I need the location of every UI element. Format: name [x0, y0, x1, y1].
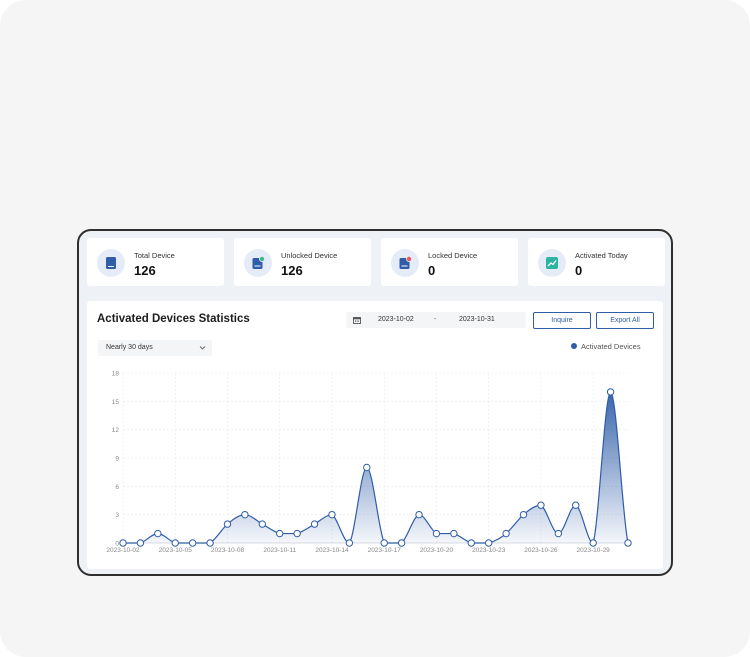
data-point[interactable]: [380, 539, 388, 547]
series-area: [123, 391, 628, 543]
stat-value: 126: [281, 263, 303, 278]
data-point[interactable]: [519, 510, 528, 519]
x-tick-label: 2023-10-23: [472, 547, 506, 554]
data-point[interactable]: [345, 539, 354, 547]
stat-label: Activated Today: [575, 251, 628, 260]
data-point[interactable]: [293, 529, 301, 538]
stat-card-unlocked-device: Unlocked Device 126: [234, 238, 371, 286]
data-point[interactable]: [450, 529, 458, 538]
data-point[interactable]: [415, 510, 423, 519]
date-range-picker[interactable]: 2023-10-02 - 2023-10-31: [346, 312, 526, 328]
y-tick-label: 9: [115, 456, 119, 463]
data-point[interactable]: [397, 539, 406, 547]
y-tick-label: 18: [112, 371, 120, 378]
data-point[interactable]: [223, 520, 232, 528]
stat-card-activated-today: Activated Today 0: [528, 238, 665, 286]
panel-title: Activated Devices Statistics: [97, 313, 250, 325]
y-tick-label: 6: [115, 484, 119, 491]
data-point[interactable]: [554, 529, 563, 538]
x-tick-label: 2023-10-05: [159, 547, 193, 554]
data-point[interactable]: [537, 501, 545, 509]
data-point[interactable]: [363, 463, 371, 472]
inquire-button[interactable]: Inquire: [533, 312, 591, 329]
device-frame: Total Device 126 Unlocked Device 126 Loc…: [77, 229, 673, 576]
stat-value: 0: [575, 263, 583, 278]
data-point[interactable]: [467, 539, 475, 547]
x-tick-label: 2023-10-20: [420, 547, 454, 554]
period-select-value: Nearly 30 days: [106, 344, 153, 351]
trend-icon: [538, 249, 566, 277]
x-tick-label: 2023-10-26: [524, 547, 558, 554]
date-separator: -: [434, 316, 437, 323]
data-point[interactable]: [432, 529, 441, 538]
data-point[interactable]: [136, 539, 145, 547]
y-tick-label: 0: [115, 541, 119, 548]
unlocked-device-icon: [244, 249, 272, 277]
stat-label: Total Device: [134, 251, 175, 260]
data-point[interactable]: [276, 529, 284, 538]
data-point[interactable]: [119, 539, 127, 547]
data-point[interactable]: [206, 539, 214, 547]
data-point[interactable]: [154, 529, 162, 538]
x-tick-label: 2023-10-11: [263, 547, 296, 554]
data-point[interactable]: [624, 539, 632, 547]
x-tick-label: 2023-10-17: [368, 547, 402, 554]
x-tick-label: 2023-10-14: [315, 547, 349, 554]
data-point[interactable]: [310, 520, 319, 528]
chevron-down-icon: [199, 346, 206, 350]
stat-card-total-device: Total Device 126: [87, 238, 224, 286]
data-point[interactable]: [171, 539, 179, 547]
data-point[interactable]: [572, 501, 580, 509]
export-all-button[interactable]: Export All: [596, 312, 654, 329]
statistics-panel: Activated Devices Statistics 2023-10-02 …: [87, 301, 663, 569]
calendar-icon: [353, 317, 361, 324]
stat-value: 0: [428, 263, 436, 278]
x-tick-label: 2023-10-08: [211, 547, 245, 554]
locked-device-icon: [391, 249, 419, 277]
stat-card-locked-device: Locked Device 0: [381, 238, 518, 286]
data-point[interactable]: [258, 520, 267, 528]
legend-label: Activated Devices: [581, 342, 641, 351]
data-point[interactable]: [328, 510, 336, 519]
y-tick-label: 15: [112, 399, 120, 406]
stat-value: 126: [134, 263, 156, 278]
y-tick-label: 12: [112, 427, 120, 434]
data-point[interactable]: [589, 539, 597, 547]
data-point[interactable]: [484, 539, 493, 547]
start-date[interactable]: 2023-10-02: [378, 316, 414, 323]
data-point[interactable]: [188, 539, 197, 547]
x-tick-label: 2023-10-02: [106, 547, 140, 554]
data-point[interactable]: [502, 529, 510, 538]
stat-label: Locked Device: [428, 251, 478, 260]
y-tick-label: 3: [115, 512, 119, 519]
activated-devices-chart: 0 3 6 9 12 15 18 2023-10-02 2023-10-05 2023-10-08…: [106, 371, 632, 554]
data-point[interactable]: [241, 510, 249, 519]
period-select[interactable]: Nearly 30 days: [98, 340, 212, 356]
x-tick-label: 2023-10-29: [577, 547, 611, 554]
chart-legend: Activated Devices: [571, 342, 641, 351]
data-point[interactable]: [606, 388, 615, 396]
tablet-icon: [97, 249, 125, 277]
end-date[interactable]: 2023-10-31: [459, 316, 495, 323]
stat-label: Unlocked Device: [281, 251, 338, 260]
legend-marker: [571, 343, 577, 349]
